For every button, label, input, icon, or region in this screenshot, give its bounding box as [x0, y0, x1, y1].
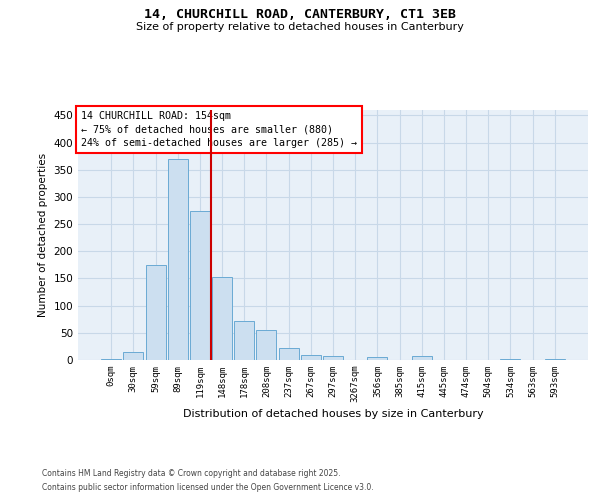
- Bar: [367, 356, 388, 360]
- Text: 14 CHURCHILL ROAD: 154sqm
← 75% of detached houses are smaller (880)
24% of semi: 14 CHURCHILL ROAD: 154sqm ← 75% of detac…: [80, 112, 356, 148]
- Bar: [101, 359, 121, 360]
- Bar: [146, 265, 166, 360]
- Bar: [278, 348, 299, 360]
- Bar: [212, 278, 232, 360]
- Text: 14, CHURCHILL ROAD, CANTERBURY, CT1 3EB: 14, CHURCHILL ROAD, CANTERBURY, CT1 3EB: [144, 8, 456, 20]
- Bar: [545, 359, 565, 360]
- Bar: [256, 330, 277, 360]
- Y-axis label: Number of detached properties: Number of detached properties: [38, 153, 48, 317]
- Bar: [168, 159, 188, 360]
- Bar: [500, 359, 520, 360]
- Bar: [301, 354, 321, 360]
- Bar: [412, 356, 432, 360]
- Bar: [190, 210, 210, 360]
- Bar: [124, 352, 143, 360]
- Text: Size of property relative to detached houses in Canterbury: Size of property relative to detached ho…: [136, 22, 464, 32]
- Text: Contains public sector information licensed under the Open Government Licence v3: Contains public sector information licen…: [42, 484, 374, 492]
- Text: Contains HM Land Registry data © Crown copyright and database right 2025.: Contains HM Land Registry data © Crown c…: [42, 468, 341, 477]
- Bar: [234, 321, 254, 360]
- Bar: [323, 356, 343, 360]
- X-axis label: Distribution of detached houses by size in Canterbury: Distribution of detached houses by size …: [182, 410, 484, 420]
